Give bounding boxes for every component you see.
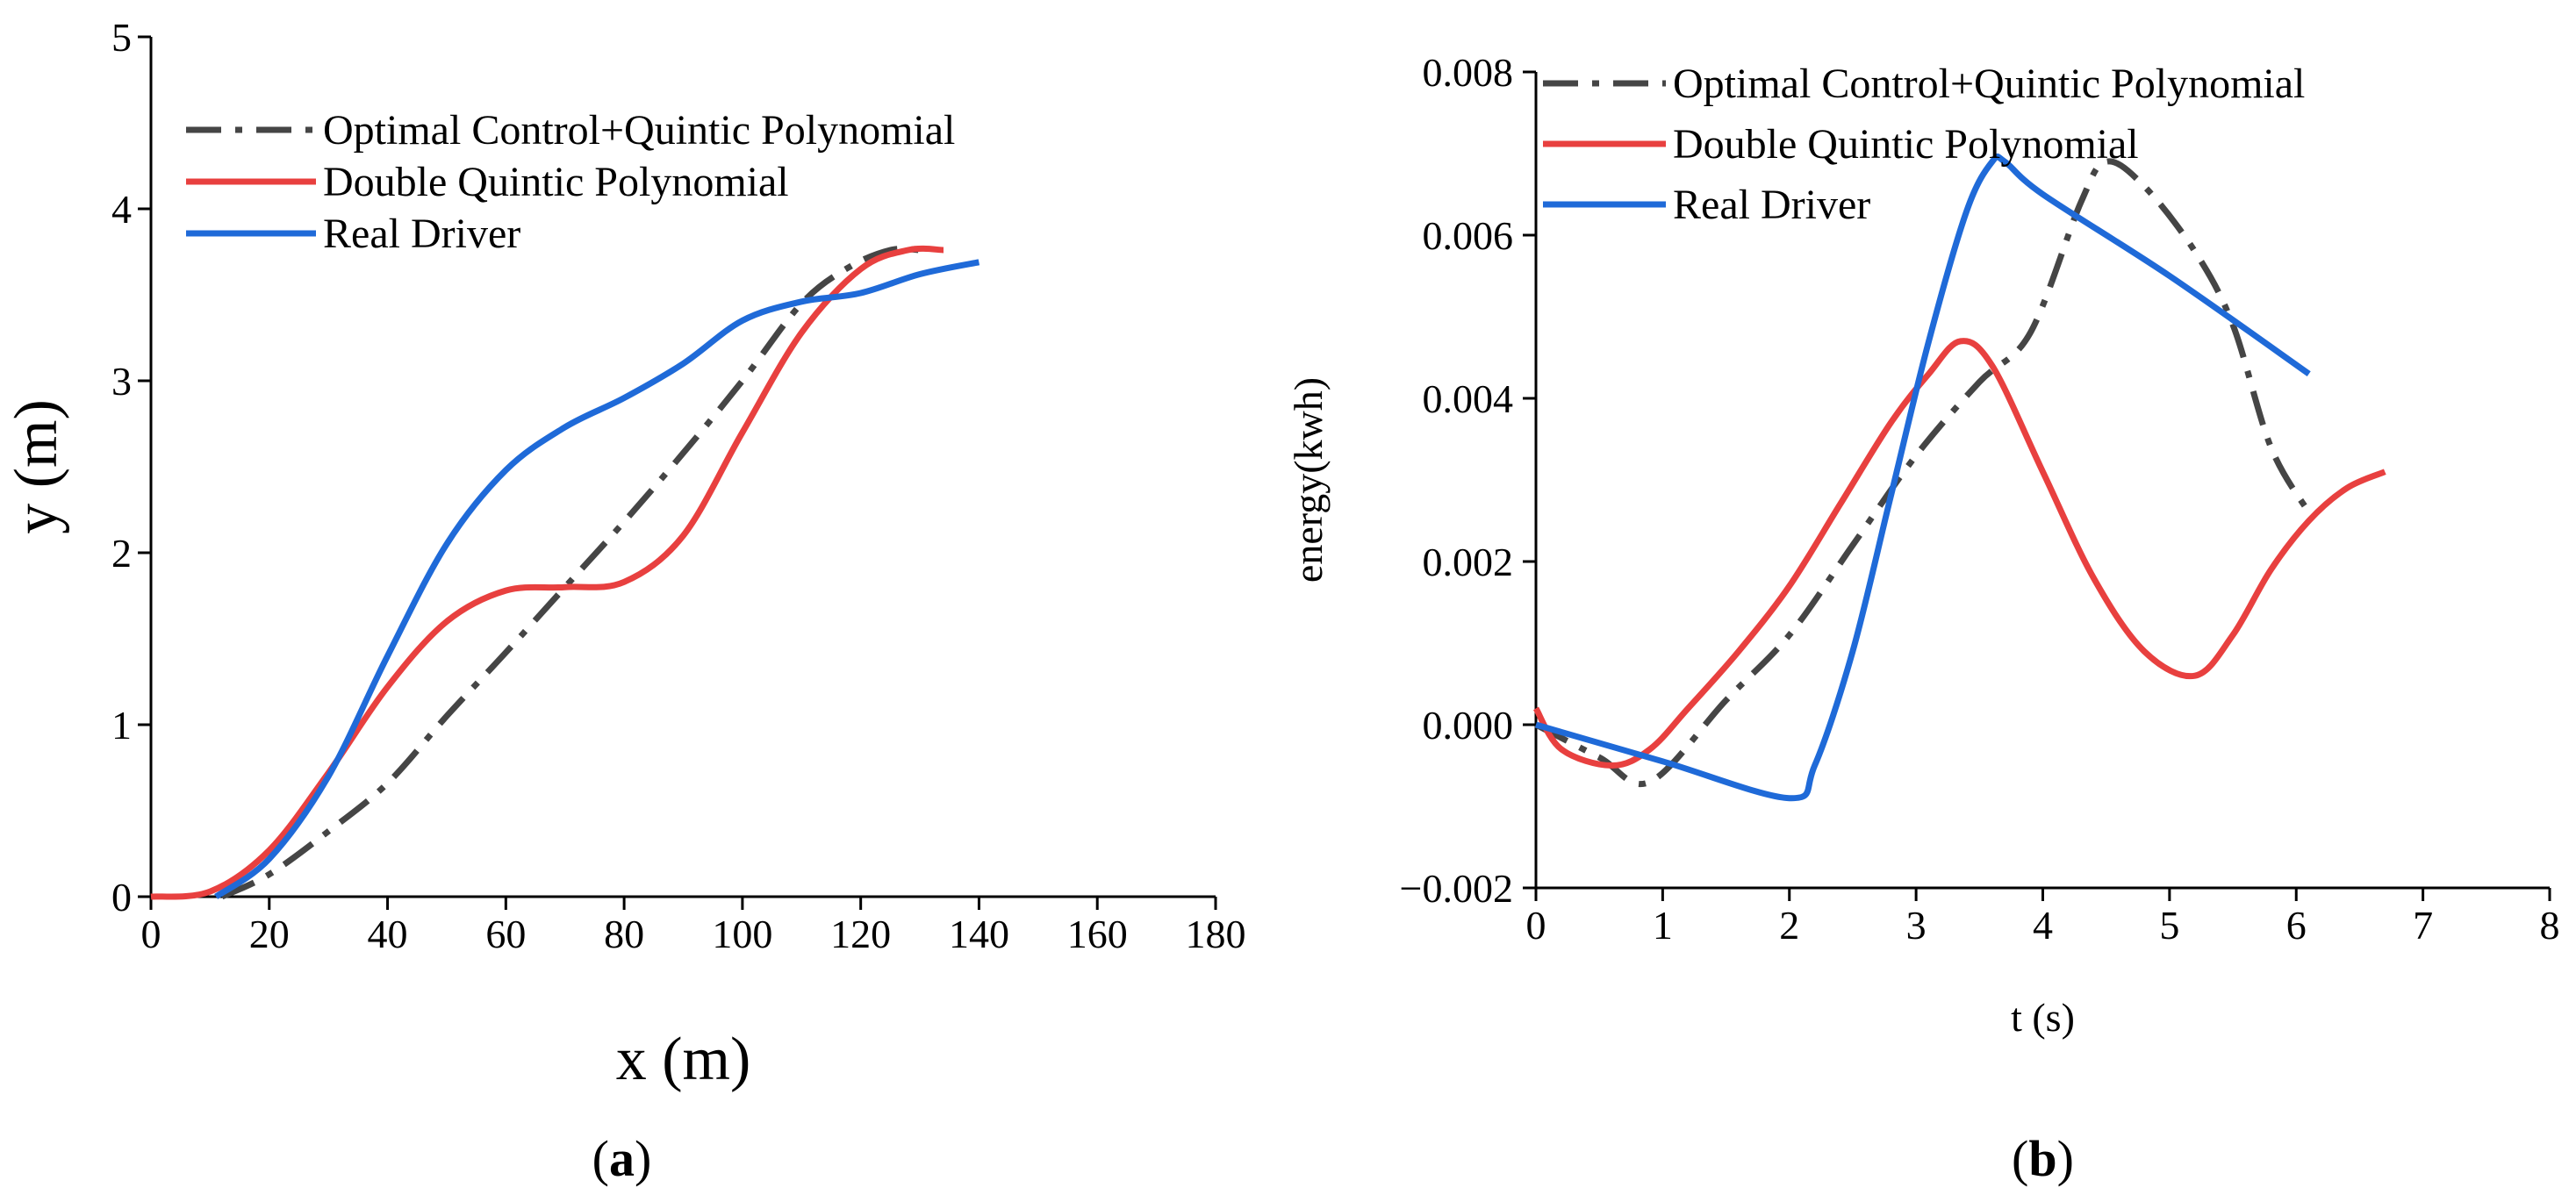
series-line-2 xyxy=(150,245,944,900)
legend-label-1: Optimal Control+Quintic Polynomial xyxy=(323,107,955,154)
x-tick-label: 160 xyxy=(1067,912,1128,956)
legend-label-3: Real Driver xyxy=(1673,182,1870,228)
panel-b: 0 1 2 3 4 5 6 7 8 −0.002 0.000 0.002 0.004 0.006 0.008… xyxy=(1286,50,2560,1187)
x-tick-label: 6 xyxy=(2286,903,2307,948)
panel-a: 0 20 40 60 80 100 120 140 160 180 0 1 2 3 4 5 x (m) y (m)… xyxy=(3,15,1246,1187)
y-tick-label: 4 xyxy=(111,187,132,232)
x-tick-label: 100 xyxy=(712,912,772,956)
x-tick-label: 60 xyxy=(485,912,526,956)
y-tick-label: 1 xyxy=(111,703,132,748)
x-tick-label: 8 xyxy=(2540,903,2560,948)
x-tick-label: 20 xyxy=(249,912,290,956)
x-tick-label: 7 xyxy=(2413,903,2433,948)
y-axis-title: energy(kwh) xyxy=(1286,377,1331,583)
x-tick-label: 0 xyxy=(141,912,161,956)
legend-label-1: Optimal Control+Quintic Polynomial xyxy=(1673,61,2305,107)
legend-label-3: Real Driver xyxy=(323,211,520,257)
y-tick-label: 5 xyxy=(111,15,132,60)
y-tick-label: 0.000 xyxy=(1423,703,1514,748)
y-tick-label: 2 xyxy=(111,531,132,576)
x-tick-label: 0 xyxy=(1526,903,1546,948)
y-tick-label: 0.002 xyxy=(1423,540,1514,584)
x-axis-title: t (s) xyxy=(2011,995,2075,1040)
x-tick-label: 180 xyxy=(1186,912,1246,956)
legend-label-2: Double Quintic Polynomial xyxy=(1673,121,2139,168)
x-tick-label: 40 xyxy=(368,912,408,956)
y-tick-label: 0.008 xyxy=(1423,50,1514,95)
series-line-1 xyxy=(1534,158,2312,787)
y-tick-label: 0.006 xyxy=(1423,213,1514,258)
x-tick-label: 3 xyxy=(1906,903,1927,948)
series-line-3 xyxy=(1535,153,2311,802)
x-tick-label: 5 xyxy=(2159,903,2179,948)
x-axis-title: x (m) xyxy=(616,1026,751,1093)
series-line-1 xyxy=(220,246,921,900)
y-tick-label: 0.004 xyxy=(1423,376,1514,421)
series-line-3 xyxy=(214,259,980,899)
y-tick-label: 0 xyxy=(111,875,132,919)
x-tick-label: 80 xyxy=(604,912,644,956)
x-tick-label: 2 xyxy=(1779,903,1799,948)
y-axis-title: y (m) xyxy=(3,399,70,534)
legend-label-2: Double Quintic Polynomial xyxy=(323,159,789,205)
panel-label: (b) xyxy=(2012,1130,2074,1187)
x-tick-label: 140 xyxy=(949,912,1009,956)
y-tick-label: 3 xyxy=(111,359,132,404)
x-tick-label: 4 xyxy=(2033,903,2053,948)
panel-label: (a) xyxy=(592,1130,652,1187)
series-line-2 xyxy=(1532,338,2386,769)
x-tick-label: 120 xyxy=(830,912,891,956)
y-tick-label: −0.002 xyxy=(1400,866,1513,911)
x-tick-label: 1 xyxy=(1653,903,1673,948)
